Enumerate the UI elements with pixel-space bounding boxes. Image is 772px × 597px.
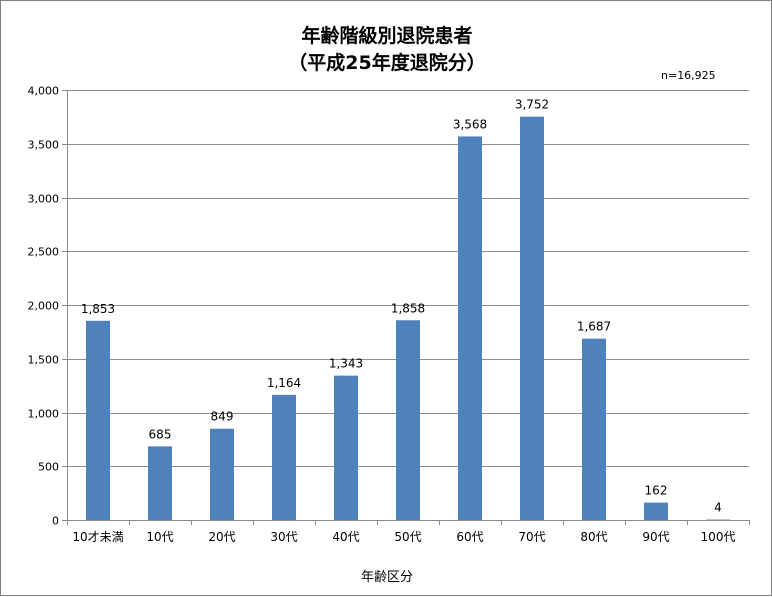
data-label: 162 [645,484,668,498]
bar [272,395,296,520]
x-tick-label: 70代 [518,530,545,544]
bar [582,339,606,520]
x-tick-label: 80代 [580,530,607,544]
x-tick-label: 10代 [146,530,173,544]
y-tick-label: 500 [38,461,59,474]
data-label: 1,343 [329,357,363,371]
x-axis-title: 年齢区分 [1,566,772,585]
y-tick-label: 1,000 [28,408,60,421]
x-tick-label: 20代 [208,530,235,544]
x-tick-label: 100代 [701,530,736,544]
data-label: 849 [211,410,234,424]
y-tick-label: 2,000 [28,300,60,313]
y-tick-label: 1,500 [28,354,60,367]
y-tick-label: 4,000 [28,85,60,98]
data-label: 1,687 [577,320,611,334]
x-tick-label: 60代 [456,530,483,544]
x-tick-label: 30代 [270,530,297,544]
bar [334,376,358,520]
bar [396,320,420,520]
bar [644,503,668,520]
data-label: 1,853 [81,302,115,316]
x-tick-label: 10才未満 [72,530,123,544]
bar [148,446,172,520]
data-label: 1,164 [267,376,301,390]
data-label: 685 [149,427,172,441]
x-tick-label: 90代 [642,530,669,544]
bar [520,117,544,520]
y-tick-label: 0 [52,515,59,528]
y-tick-label: 3,500 [28,139,60,152]
data-label: 3,752 [515,98,549,112]
bar [210,429,234,520]
bar [458,136,482,520]
data-label: 4 [714,501,722,515]
bar [86,321,110,520]
data-label: 1,858 [391,301,425,315]
data-label: 3,568 [453,117,487,131]
y-tick-label: 2,500 [28,246,60,259]
x-tick-label: 50代 [394,530,421,544]
x-tick-label: 40代 [332,530,359,544]
y-tick-label: 3,000 [28,193,60,206]
